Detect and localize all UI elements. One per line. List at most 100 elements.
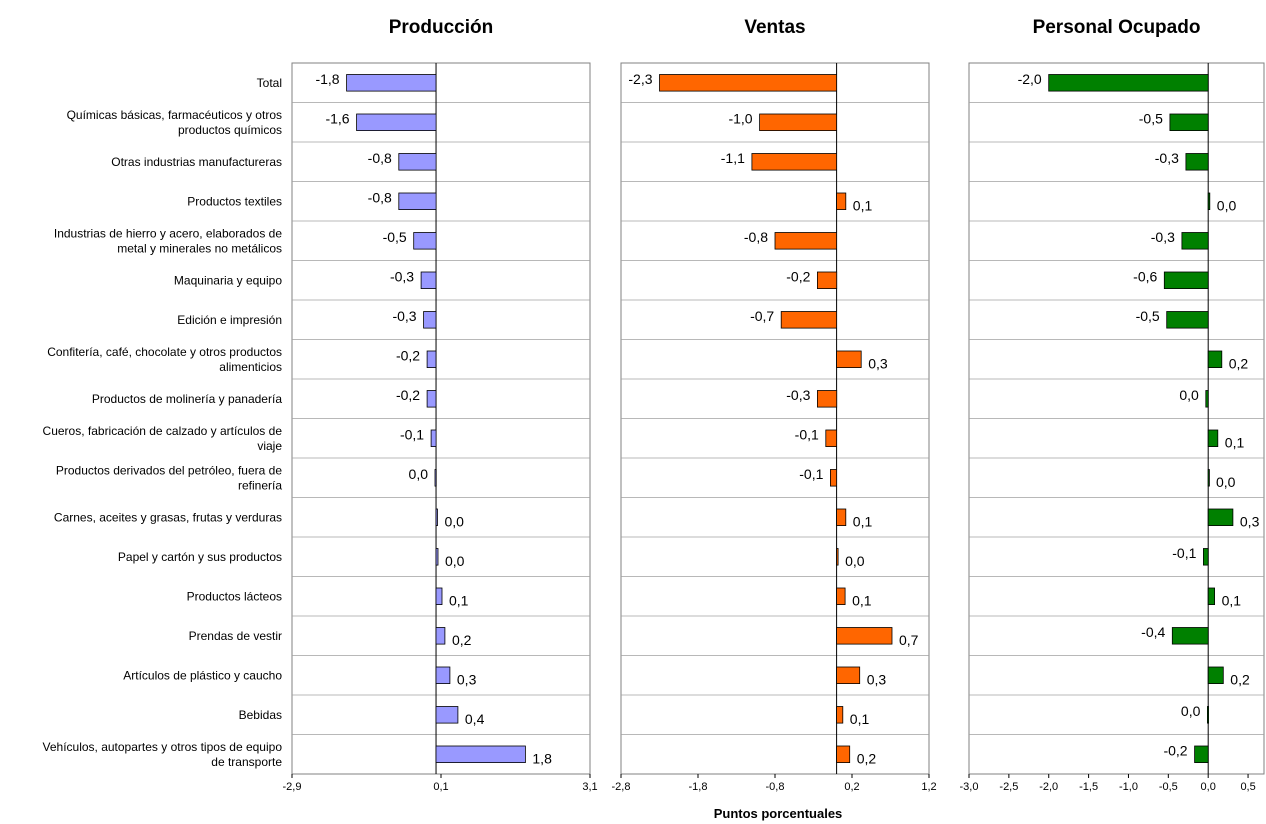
data-label: 0,0 [1181,703,1201,719]
bar [1207,508,1234,527]
data-label: 0,1 [1222,592,1242,608]
chart-panels: -1,8 -1,6 -0,8 -0,8 -0,5 -0,3 -0,3 -0,2 -0,2 -0,1… [283,17,1265,793]
category-label: Industrias de hierro y acero, elaborados… [54,226,282,255]
category-label: Maquinaria y equipo [174,273,282,287]
category-label-line: Edición e impresión [177,313,282,327]
data-label: -0,1 [1172,545,1196,561]
data-label: 0,1 [853,513,873,529]
data-label: -1,1 [721,150,745,166]
bar [1207,192,1211,211]
category-label: Cueros, fabricación de calzado y artícul… [43,424,283,453]
category-label-line: Productos de molinería y panadería [92,392,282,406]
category-label-line: Maquinaria y equipo [174,273,282,287]
data-label: -0,5 [1139,110,1163,126]
bar [836,745,851,764]
category-label-line: de transporte [211,755,282,769]
category-label: Productos textiles [187,194,282,208]
data-label: -0,2 [396,347,420,363]
data-label: 0,1 [850,711,870,727]
bar [836,706,844,724]
tick-label: -1,5 [1079,781,1098,793]
tick-label: -2,9 [283,781,302,793]
category-label-line: Productos derivados del petróleo, fuera … [56,463,282,477]
bar [1207,666,1224,685]
data-label: 0,3 [457,671,477,687]
data-label: -0,5 [383,229,407,245]
data-label: 0,2 [1229,355,1249,371]
data-label: 0,0 [1179,387,1199,403]
data-label: 0,2 [452,632,472,648]
data-label: -0,2 [396,387,420,403]
bar [356,113,437,132]
category-label-line: metal y minerales no metálicos [117,241,282,255]
panel-title: Producción [389,17,494,38]
bar [435,706,459,724]
category-label: Edición e impresión [177,313,282,327]
bar [817,271,838,290]
bar [398,192,437,211]
data-label: 0,3 [1240,513,1260,529]
bar [1166,311,1209,329]
data-label: 0,0 [1217,197,1237,213]
data-label: 0,0 [845,553,865,569]
data-label: 0,1 [852,592,872,608]
data-label: -0,8 [744,229,768,245]
category-label: Químicas básicas, farmacéuticos y otros p… [67,108,282,137]
category-label: Papel y cartón y sus productos [118,550,282,564]
bar [1185,153,1209,171]
bar [825,429,837,448]
data-label: -0,5 [1136,308,1160,324]
category-label: Bebidas [239,708,282,722]
bar [836,666,861,685]
data-label: -0,3 [786,387,810,403]
data-label: 0,3 [867,671,887,687]
bar [1194,745,1209,764]
category-label-line: Productos textiles [187,194,282,208]
bar [346,74,437,92]
data-label: 0,3 [868,355,888,371]
bar [659,74,838,92]
bar [751,153,838,171]
data-label: -2,0 [1018,71,1042,87]
bar [398,153,437,171]
data-label: -0,6 [1133,268,1157,284]
data-label: -2,3 [628,71,652,87]
data-label: -0,3 [392,308,416,324]
bar [836,548,839,566]
data-label: 0,0 [445,513,465,529]
category-label-line: Industrias de hierro y acero, elaborados… [54,226,282,240]
tick-label: 1,2 [921,781,936,793]
tick-label: 0,5 [1240,781,1255,793]
data-label: -0,4 [1141,624,1165,640]
bar [1169,113,1209,132]
bar [836,192,847,211]
bar [1163,271,1209,290]
tick-label: -0,5 [1159,781,1178,793]
category-label: Productos lácteos [187,589,282,603]
tick-label: -1,8 [689,781,708,793]
category-label-line: Cueros, fabricación de calzado y artícul… [43,424,283,438]
data-label: 0,1 [853,197,873,213]
bar [435,745,526,764]
category-label: Prendas de vestir [189,629,282,643]
bar [759,113,837,132]
category-label-line: Bebidas [239,708,282,722]
category-label: Vehículos, autopartes y otros tipos de e… [43,740,283,769]
category-label-line: Artículos de plástico y caucho [123,668,282,682]
bar [413,232,437,250]
bar [434,469,437,487]
panel-title: Personal Ocupado [1033,17,1201,38]
bar [836,587,846,606]
data-label: -0,8 [368,189,392,205]
panel-title: Ventas [744,17,805,38]
data-label: -1,8 [315,71,339,87]
category-label-line: Carnes, aceites y grasas, frutas y verdu… [54,510,282,524]
category-label-line: Vehículos, autopartes y otros tipos de e… [43,740,283,754]
data-label: 1,8 [532,750,552,766]
data-label: -0,3 [1155,150,1179,166]
data-label: -1,6 [325,110,349,126]
bar [435,587,443,606]
data-label: -0,1 [400,426,424,442]
bar [426,390,437,408]
